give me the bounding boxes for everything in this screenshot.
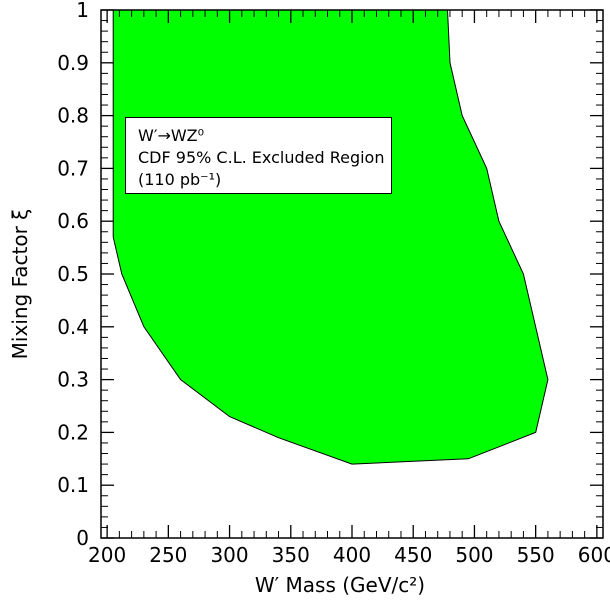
x-tick-label: 400 [333,543,371,567]
x-tick-label: 350 [272,543,310,567]
excluded-region-0 [112,9,549,465]
x-tick-label: 300 [210,543,248,567]
legend-luminosity: (110 pb⁻¹) [138,170,222,189]
legend: W′→WZ⁰ CDF 95% C.L. Excluded Region (110… [125,117,392,194]
x-tick-label: 200 [88,543,126,567]
y-axis-title: Mixing Factor ξ [8,209,32,360]
tick-labels: 200 250 300 350 400 450 500 550 600 0 0.1 0.2 0.3 0.4… [57,0,610,567]
x-axis-title: W′ Mass (GeV/c²) [255,573,425,597]
y-tick-label: 1 [76,0,89,22]
y-tick-label: 0.9 [57,51,89,75]
y-tick-label: 0.2 [57,420,89,444]
x-tick-label: 250 [149,543,187,567]
y-tick-label: 0 [76,526,89,550]
x-tick-label: 600 [578,543,610,567]
y-tick-label: 0.8 [57,104,89,128]
legend-title: CDF 95% C.L. Excluded Region [138,148,385,167]
y-tick-label: 0.7 [57,156,89,180]
y-tick-label: 0.6 [57,209,89,233]
y-tick-label: 0.1 [57,473,89,497]
y-tick-label: 0.3 [57,368,89,392]
x-tick-label: 550 [517,543,555,567]
x-tick-label: 450 [394,543,432,567]
plot-frame [100,9,604,539]
legend-process: W′→WZ⁰ [138,126,205,145]
x-tick-label: 500 [455,543,493,567]
y-tick-label: 0.5 [57,262,89,286]
excluded-region-layer [112,9,549,465]
y-tick-label: 0.4 [57,315,89,339]
